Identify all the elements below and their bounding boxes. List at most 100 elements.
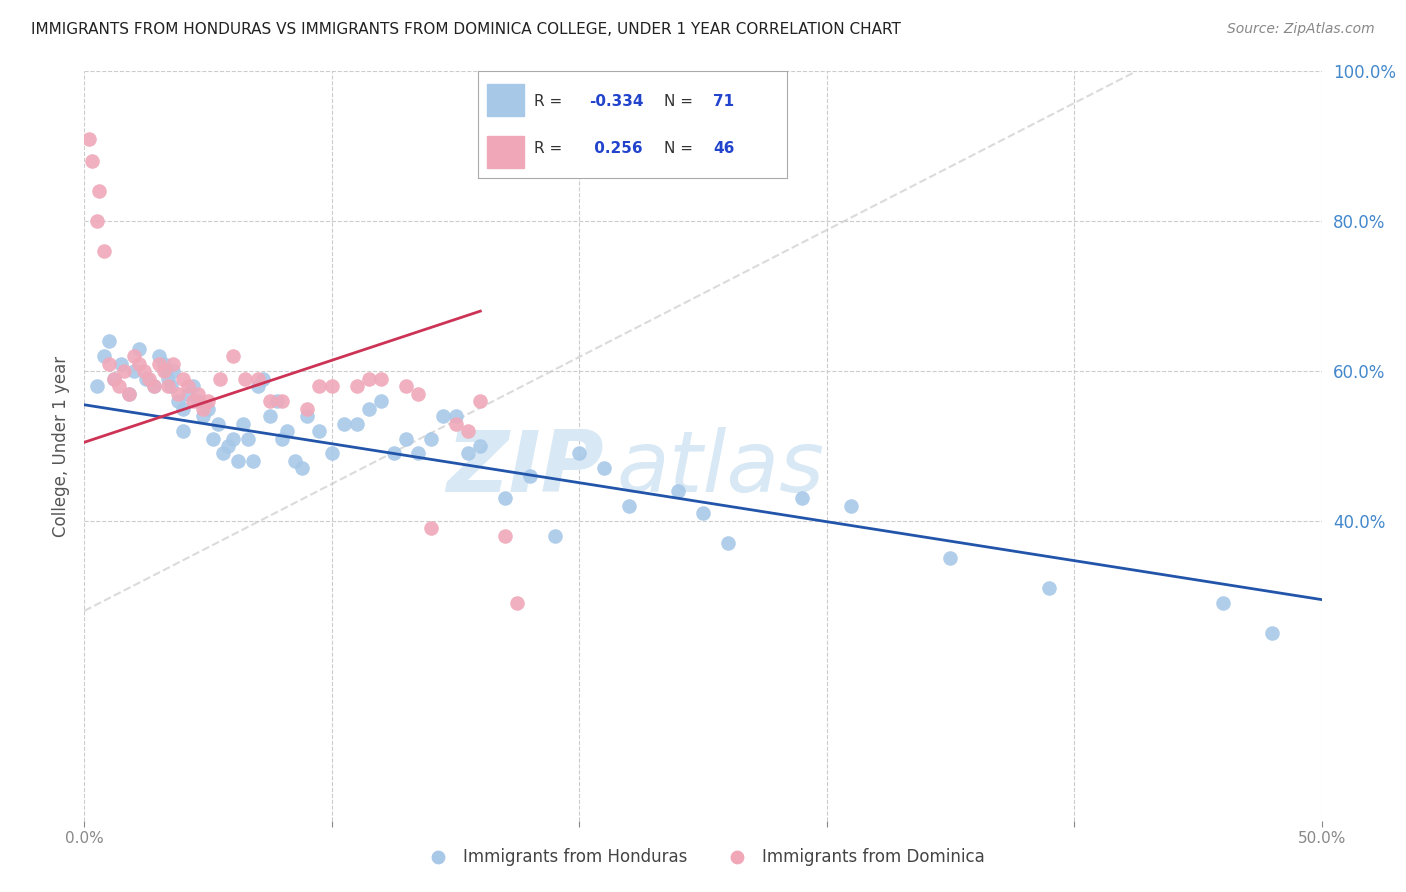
Point	[543, 529, 565, 543]
Y-axis label: College, Under 1 year: College, Under 1 year	[52, 355, 70, 537]
Point	[259, 409, 281, 423]
Point	[217, 439, 239, 453]
Point	[187, 394, 209, 409]
Point	[112, 364, 135, 378]
Point	[432, 409, 454, 423]
Point	[197, 394, 219, 409]
Point	[717, 536, 740, 550]
Point	[346, 379, 368, 393]
Point	[162, 357, 184, 371]
Point	[457, 446, 479, 460]
Text: 71: 71	[713, 94, 734, 109]
Point	[295, 401, 318, 416]
Point	[160, 379, 183, 393]
Point	[666, 483, 689, 498]
Point	[284, 454, 307, 468]
Point	[181, 394, 204, 409]
Point	[167, 394, 190, 409]
Point	[148, 349, 170, 363]
Point	[1212, 596, 1234, 610]
Text: R =: R =	[534, 94, 567, 109]
Text: -0.334: -0.334	[589, 94, 644, 109]
Point	[291, 461, 314, 475]
Point	[470, 439, 492, 453]
Bar	[488, 84, 524, 116]
Point	[148, 357, 170, 371]
Point	[191, 409, 214, 423]
Point	[167, 386, 190, 401]
Legend: Immigrants from Honduras, Immigrants from Dominica: Immigrants from Honduras, Immigrants fro…	[415, 841, 991, 872]
Point	[252, 371, 274, 385]
Point	[266, 394, 288, 409]
Point	[617, 499, 640, 513]
Point	[593, 461, 616, 475]
Point	[222, 349, 245, 363]
Point	[242, 454, 264, 468]
Text: IMMIGRANTS FROM HONDURAS VS IMMIGRANTS FROM DOMINICA COLLEGE, UNDER 1 YEAR CORRE: IMMIGRANTS FROM HONDURAS VS IMMIGRANTS F…	[31, 22, 901, 37]
Point	[568, 446, 591, 460]
Point	[321, 446, 343, 460]
Point	[271, 394, 294, 409]
Point	[152, 364, 174, 378]
Point	[246, 371, 269, 385]
Text: N =: N =	[664, 141, 697, 156]
Point	[108, 379, 131, 393]
Point	[357, 401, 380, 416]
Point	[308, 379, 330, 393]
Point	[138, 371, 160, 385]
Point	[692, 507, 714, 521]
Point	[939, 551, 962, 566]
Point	[177, 386, 200, 401]
Point	[790, 491, 813, 506]
Point	[841, 499, 863, 513]
Point	[79, 132, 101, 146]
Point	[519, 469, 541, 483]
Text: 0.256: 0.256	[589, 141, 643, 156]
Point	[157, 379, 180, 393]
Point	[212, 446, 235, 460]
Point	[122, 349, 145, 363]
Bar	[488, 136, 524, 168]
Point	[444, 417, 467, 431]
Text: atlas: atlas	[616, 427, 824, 510]
Point	[232, 417, 254, 431]
Point	[333, 417, 356, 431]
Text: 46: 46	[713, 141, 734, 156]
Point	[395, 432, 418, 446]
Point	[86, 379, 108, 393]
Point	[93, 244, 115, 259]
Point	[177, 379, 200, 393]
Point	[98, 357, 121, 371]
Point	[236, 432, 259, 446]
Point	[233, 371, 256, 385]
Point	[470, 394, 492, 409]
Point	[103, 371, 125, 385]
Point	[155, 364, 177, 378]
Text: ZIP: ZIP	[446, 427, 605, 510]
Point	[457, 424, 479, 438]
Text: R =: R =	[534, 141, 567, 156]
Point	[419, 432, 441, 446]
Point	[172, 424, 194, 438]
Point	[506, 596, 529, 610]
Point	[346, 417, 368, 431]
Point	[295, 409, 318, 423]
Point	[271, 432, 294, 446]
Point	[157, 371, 180, 385]
Point	[118, 386, 141, 401]
Point	[98, 334, 121, 348]
Point	[191, 401, 214, 416]
Text: N =: N =	[664, 94, 697, 109]
Point	[132, 364, 155, 378]
Point	[135, 371, 157, 385]
Point	[103, 371, 125, 385]
Point	[128, 357, 150, 371]
Point	[93, 349, 115, 363]
Point	[118, 386, 141, 401]
Point	[172, 371, 194, 385]
Point	[187, 386, 209, 401]
Point	[246, 379, 269, 393]
Point	[259, 394, 281, 409]
Point	[209, 371, 232, 385]
Point	[202, 432, 225, 446]
